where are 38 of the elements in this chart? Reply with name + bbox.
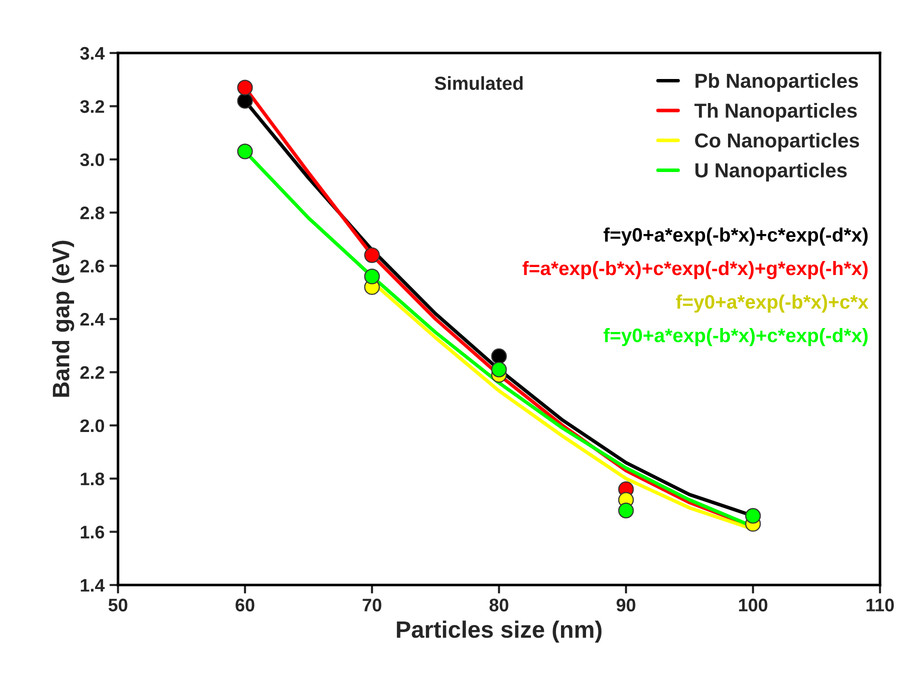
point — [237, 80, 253, 96]
point — [364, 268, 380, 284]
y-tick-label: 1.8 — [80, 472, 104, 486]
y-tick-label: 1.6 — [80, 526, 104, 539]
y-tick-label: 3.2 — [80, 100, 104, 113]
x-tick-label: 50 — [108, 598, 128, 612]
point — [745, 508, 761, 524]
annotation: Simulated — [434, 76, 523, 90]
y-tick-label: 2.4 — [80, 312, 105, 326]
x-tick-label: 90 — [616, 598, 636, 612]
y-tick-label: 2.6 — [80, 260, 104, 273]
x-tick-label: 60 — [236, 598, 254, 612]
x-axis-title: Particles size (nm) — [396, 620, 602, 643]
legend-label: U Nanoparticles — [695, 162, 847, 182]
legend-label: Co Nanoparticles — [695, 132, 860, 152]
legend-label: Pb Nanoparticles — [696, 73, 858, 92]
annotation: f=a*exp(-b*x)+c*exp(-d*x)+g*exp(-h*x) — [522, 260, 868, 280]
y-tick-label: 1.4 — [80, 579, 105, 592]
point — [491, 348, 507, 364]
x-tick-label: 100 — [739, 598, 768, 612]
annotation: f=y0+a*exp(-b*x)+c*exp(-d*x) — [604, 227, 868, 246]
point — [618, 502, 634, 518]
y-tick-label: 3.0 — [80, 153, 104, 166]
x-tick-label: 70 — [362, 598, 382, 612]
annotation: f=y0+a*exp(-b*x)+c*exp(-d*x) — [604, 328, 868, 346]
x-tick-label: 110 — [866, 598, 894, 612]
annotation: f=y0+a*exp(-b*x)+c*x — [676, 294, 868, 313]
y-tick-label: 3.4 — [80, 46, 105, 60]
point — [237, 93, 253, 109]
point — [364, 247, 380, 263]
y-tick-label: 2.8 — [80, 206, 104, 220]
y-tick-label: 2.2 — [80, 366, 104, 379]
y-axis-title: Band gap (eV) — [52, 240, 74, 397]
y-tick-label: 2.0 — [80, 419, 104, 432]
legend-label: Th Nanoparticles — [694, 102, 857, 122]
x-tick-label: 80 — [490, 598, 508, 612]
point — [237, 144, 253, 160]
point — [491, 362, 507, 378]
